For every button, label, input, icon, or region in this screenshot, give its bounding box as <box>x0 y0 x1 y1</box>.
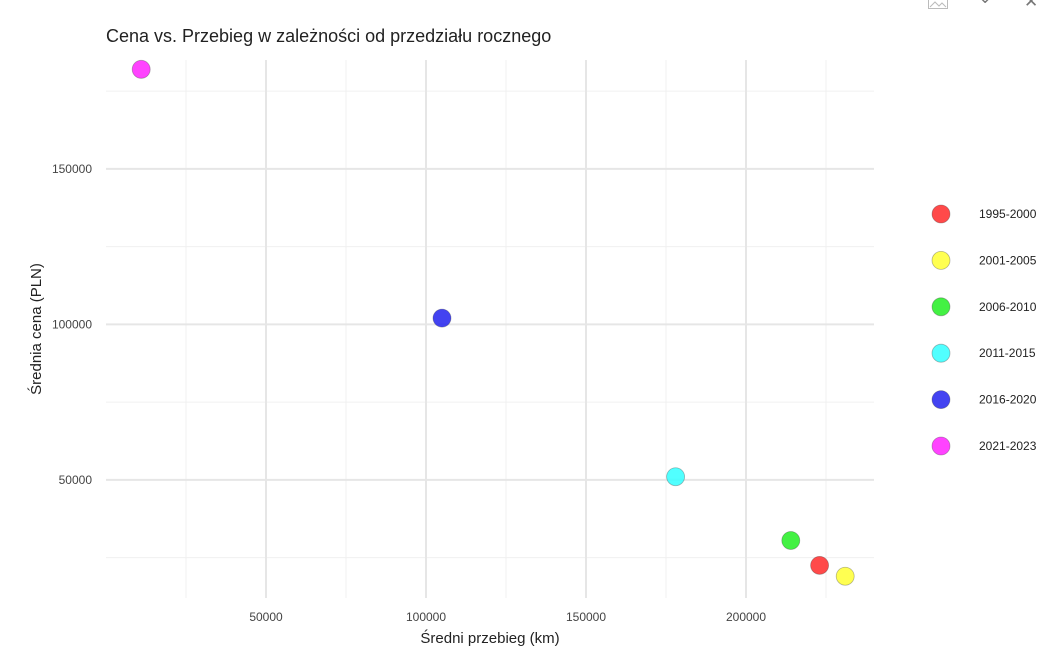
plot-toolbar: ⌄ ✕ <box>922 0 1052 14</box>
legend-label: 2006-2010 <box>979 300 1037 314</box>
data-point <box>835 566 855 586</box>
y-axis-title: Średnia cena (PLN) <box>27 263 45 395</box>
close-icon[interactable]: ✕ <box>1024 0 1039 12</box>
x-tick-label: 50000 <box>249 610 283 624</box>
data-point <box>131 59 151 79</box>
legend-key <box>931 343 951 363</box>
legend-label: 2011-2015 <box>979 346 1036 360</box>
data-point <box>810 555 829 575</box>
chevron-down-icon[interactable]: ⌄ <box>978 0 992 7</box>
legend-label: 2016-2020 <box>979 393 1037 407</box>
legend-key <box>931 297 951 317</box>
legend-label: 2021-2023 <box>979 439 1037 453</box>
legend-key <box>931 250 951 270</box>
legend-key <box>931 390 951 410</box>
data-point <box>432 308 452 328</box>
x-axis-title: Średni przebieg (km) <box>420 629 559 647</box>
x-tick-label: 150000 <box>566 610 606 624</box>
y-tick-label: 150000 <box>52 162 92 176</box>
y-tick-label: 50000 <box>59 473 93 487</box>
data-point <box>781 531 801 550</box>
legend-label: 2001-2005 <box>979 253 1037 267</box>
chart-title: Cena vs. Przebieg w zależności od przedz… <box>106 26 552 46</box>
x-tick-label: 100000 <box>406 610 446 624</box>
legend-key <box>931 436 951 456</box>
x-tick-label: 200000 <box>726 610 766 624</box>
y-tick-label: 100000 <box>52 317 92 331</box>
image-icon[interactable] <box>928 0 948 13</box>
legend-label: 1995-2000 <box>979 207 1037 221</box>
data-point <box>666 467 685 487</box>
legend-key <box>931 204 951 224</box>
